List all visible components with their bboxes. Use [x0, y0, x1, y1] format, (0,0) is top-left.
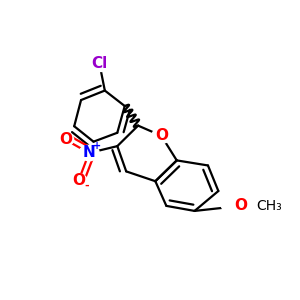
Ellipse shape	[152, 128, 171, 143]
Ellipse shape	[221, 198, 260, 214]
Text: O: O	[155, 128, 168, 143]
Text: O: O	[234, 198, 247, 213]
Text: +: +	[93, 141, 101, 152]
Ellipse shape	[79, 145, 99, 161]
Ellipse shape	[70, 174, 87, 187]
Ellipse shape	[57, 133, 74, 146]
Text: O: O	[72, 173, 85, 188]
Text: Cl: Cl	[91, 56, 108, 71]
Ellipse shape	[88, 56, 111, 71]
Text: N: N	[83, 146, 95, 160]
Text: O: O	[59, 132, 72, 147]
Text: CH₃: CH₃	[256, 199, 282, 213]
Text: -: -	[85, 181, 89, 191]
